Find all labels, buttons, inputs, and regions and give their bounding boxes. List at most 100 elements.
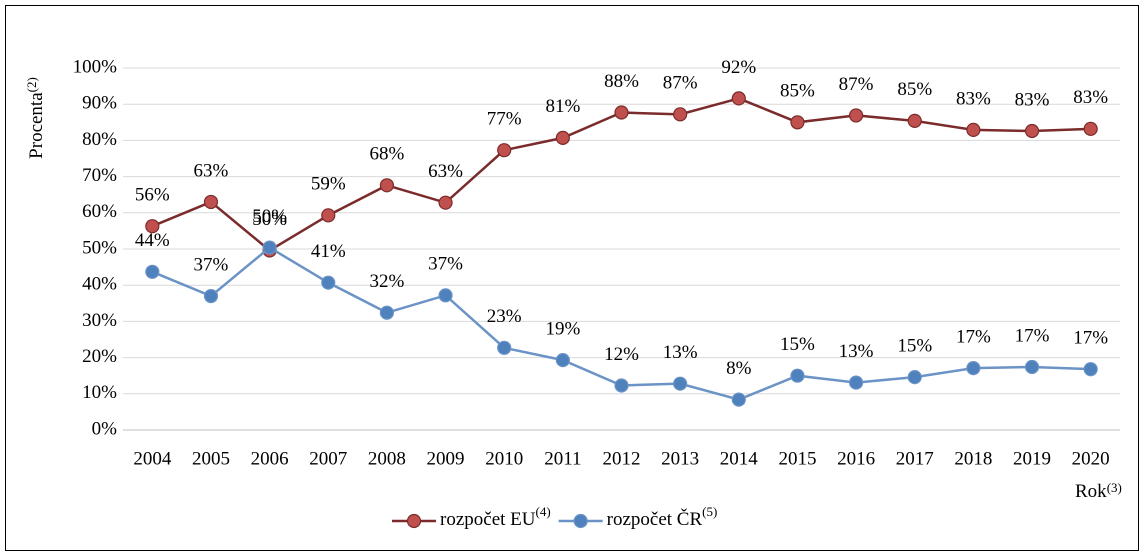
x-tick-label: 2009 (427, 448, 465, 469)
data-label: 15% (897, 336, 932, 357)
y-tick-label: 90% (82, 93, 117, 114)
data-point (438, 288, 453, 303)
data-point (497, 340, 512, 355)
x-axis-label-text: Rok (1075, 481, 1107, 502)
x-tick-label: 2010 (485, 448, 523, 469)
data-label: 81% (545, 96, 580, 117)
data-point (555, 130, 570, 145)
data-label: 37% (428, 254, 463, 275)
data-point (497, 143, 512, 158)
legend-marker (406, 513, 422, 529)
data-label: 23% (487, 306, 522, 327)
data-label: 17% (1015, 325, 1050, 346)
data-point (848, 375, 864, 390)
data-label: 8% (726, 358, 752, 379)
x-tick-label: 2013 (661, 448, 699, 469)
data-point (731, 91, 746, 106)
y-axis-label-text: Procenta (26, 92, 47, 159)
data-label: 41% (311, 241, 346, 262)
legend-marker (573, 513, 588, 529)
data-label: 50% (252, 206, 287, 227)
data-label: 83% (1073, 87, 1108, 108)
data-label: 19% (545, 318, 580, 339)
data-point (145, 219, 160, 234)
data-point (321, 275, 336, 290)
x-tick-label: 2011 (544, 448, 581, 469)
y-tick-label: 60% (82, 201, 117, 222)
y-axis-label: Procenta(2) (24, 77, 47, 159)
x-axis-label-note: (3) (1107, 480, 1122, 495)
data-label: 56% (135, 185, 170, 206)
x-tick-label: 2020 (1072, 448, 1110, 469)
y-tick-label: 100% (73, 56, 118, 77)
x-tick-label: 2019 (1013, 448, 1051, 469)
data-point (1083, 121, 1098, 136)
x-tick-label: 2015 (778, 448, 816, 469)
data-point (555, 353, 570, 368)
data-label: 59% (311, 174, 346, 195)
y-tick-label: 80% (82, 129, 117, 150)
data-label: 83% (956, 88, 991, 109)
x-tick-label: 2014 (720, 448, 759, 469)
y-axis-label-note: (2) (24, 77, 39, 92)
data-label: 63% (194, 160, 229, 181)
data-point (1024, 359, 1040, 375)
data-label: 32% (369, 271, 404, 292)
data-label: 44% (135, 230, 170, 251)
x-axis-label: Rok(3) (1075, 480, 1122, 502)
data-point (321, 208, 336, 223)
y-tick-label: 40% (82, 274, 117, 295)
data-point (1083, 362, 1098, 377)
x-tick-label: 2018 (954, 448, 992, 469)
data-point (790, 115, 805, 130)
data-label: 88% (604, 71, 639, 92)
data-point (262, 240, 277, 255)
y-tick-label: 0% (92, 418, 118, 439)
data-label: 63% (428, 161, 463, 182)
data-label: 15% (780, 334, 815, 355)
legend-label-text: rozpočet ČR (607, 508, 703, 530)
data-point (379, 305, 395, 320)
data-point (145, 264, 160, 279)
data-label: 37% (194, 254, 229, 275)
data-label: 17% (956, 326, 991, 347)
legend-label: rozpočet EU(4) (440, 504, 551, 530)
x-tick-label: 2007 (309, 448, 347, 469)
data-point (614, 378, 629, 393)
y-tick-label: 50% (82, 237, 117, 258)
data-point (203, 194, 219, 210)
y-tick-label: 70% (82, 165, 117, 186)
data-label: 12% (604, 344, 639, 365)
data-point (966, 360, 981, 376)
data-point (379, 178, 395, 193)
legend-label-text: rozpočet EU (440, 509, 536, 530)
x-tick-label: 2006 (251, 448, 289, 469)
data-label: 13% (663, 342, 698, 363)
data-label: 85% (897, 79, 932, 100)
data-point (907, 370, 922, 385)
data-label: 68% (369, 144, 404, 165)
x-tick-label: 2012 (603, 448, 641, 469)
x-tick-label: 2016 (837, 448, 875, 469)
data-point (966, 122, 981, 138)
data-label: 85% (780, 81, 815, 102)
legend-label: rozpočet ČR(5) (607, 504, 718, 530)
data-label: 13% (839, 341, 874, 362)
data-point (731, 392, 746, 407)
data-point (438, 195, 453, 210)
chart-border (5, 5, 1139, 551)
y-tick-label: 10% (82, 382, 117, 403)
data-label: 92% (721, 57, 756, 78)
y-tick-label: 20% (82, 346, 117, 367)
x-tick-label: 2017 (896, 448, 934, 469)
x-tick-label: 2005 (192, 448, 230, 469)
data-label: 77% (487, 109, 522, 130)
legend-label-note: (5) (702, 504, 717, 519)
legend-label-note: (4) (535, 504, 550, 519)
data-point (203, 288, 219, 304)
data-point (614, 105, 629, 120)
series-line (151, 97, 1091, 252)
x-tick-label: 2008 (368, 448, 406, 469)
series-line (151, 246, 1091, 401)
